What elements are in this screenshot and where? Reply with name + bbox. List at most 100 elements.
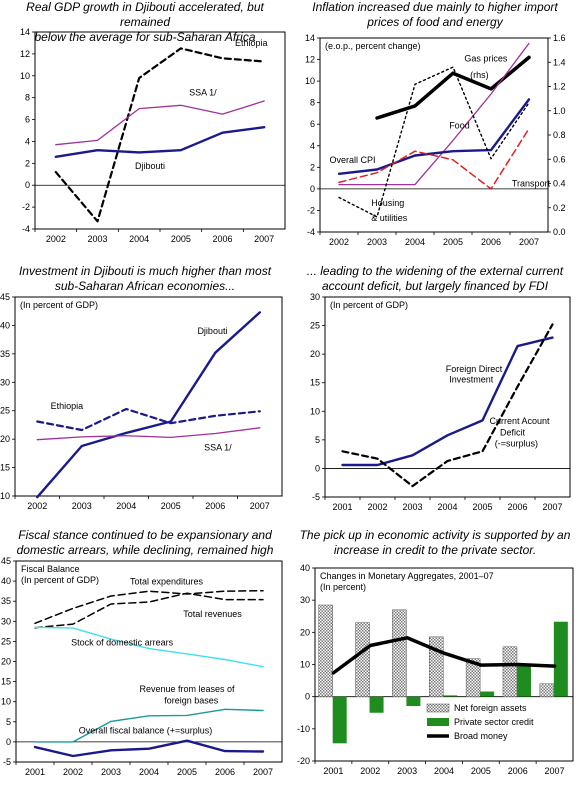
y-tick-label: 0 [315,463,320,473]
series-line-total-revenues [34,592,264,629]
y-tick-label: 20 [0,434,10,444]
y-tick-label: 15 [310,378,320,388]
investment-panel: Investment in Djibouti is much higher th… [0,264,290,528]
y-tick-label: 20 [300,627,310,637]
y2-tick-label: 0.0 [553,227,566,237]
legend-label: Private sector credit [454,717,534,727]
y-tick-label: 30 [0,377,10,387]
series-line-gas-prices-rhs [375,55,531,120]
x-tick-label: 2004 [437,502,457,512]
series-line-djibouti [36,311,261,499]
series-line-ssa-1 [55,100,265,146]
y-tick-label: 20 [1,657,11,667]
series-annotation: Current Acount [490,416,551,426]
gdp-growth-title: Real GDP growth in Djibouti accelerated,… [0,0,290,45]
series-annotation: (-=surplus) [495,439,538,449]
legend-swatch [427,718,449,726]
y-tick-label: -2 [22,202,30,212]
monetary-chart: -20 -10 0 10 20 30 40 2001 2002 2003 2004 2005 2006 2… [297,563,574,776]
y-tick-label: 0 [310,184,315,194]
y-tick-label: -4 [307,227,315,237]
y-tick-label: 45 [0,292,10,302]
x-tick-label: 2002 [46,234,66,244]
y-tick-label: 12 [20,49,30,59]
series-annotation: Revenue from leases of [140,684,236,694]
x-tick-label: 2003 [87,234,107,244]
x-tick-label: 2005 [471,766,491,776]
y-tick-label: 30 [300,595,310,605]
chart-note: (In percent of GDP) [330,300,408,310]
y-tick-label: 25 [1,636,11,646]
series-line-overall-fiscal-balance-surplus [33,739,265,758]
y-tick-label: 14 [20,27,30,37]
x-tick-label: 2006 [507,502,527,512]
series-line-food [338,42,530,186]
title-line: Inflation increased due mainly to higher… [312,0,558,14]
y-tick-label: -5 [3,757,11,767]
series-annotation: Overall fiscal balance (+=surplus) [79,725,213,735]
title-line: increase in credit to the private sector… [333,543,537,557]
x-tick-label: 2004 [434,766,454,776]
y-tick-label: 20 [310,349,320,359]
title-line: below the average for sub-Saharan Africa [34,30,256,44]
x-tick-label: 2003 [397,766,417,776]
current-account-chart: -5 0 5 10 15 20 25 30 2001 2002 2003 2004 2005 2006 20… [310,292,571,512]
title-line: Fiscal stance continued to be expansiona… [18,528,272,542]
bar-private-sector-credit [369,696,384,713]
y-tick-label: 8 [310,98,315,108]
chart-note: (In percent) [320,582,366,592]
bar-net-foreign-assets [318,604,333,697]
x-tick-label: 2005 [472,502,492,512]
fiscal-chart: -5 0 5 10 15 20 25 30 35 40 45 2001 2002 2003 2004 2005… [1,556,283,777]
bar-private-sector-credit [480,691,495,697]
y2-tick-label: 0.6 [553,154,566,164]
series-annotation: SSA 1/ [204,443,232,453]
y-tick-label: 8 [25,93,30,103]
chart-note: (e.o.p., percent change) [325,41,421,51]
x-tick-label: 2007 [254,234,274,244]
gdp-growth-panel: Real GDP growth in Djibouti accelerated,… [0,0,290,264]
y2-tick-label: 1.6 [553,33,566,43]
x-tick-label: 2001 [25,767,45,777]
title-line: account deficit, but largely financed by… [321,279,549,293]
gdp-growth-chart: -4 -2 0 2 4 6 8 10 12 14 2002 2003 2004 2005 2006 2007 E… [20,27,286,244]
title-line: Real GDP growth in Djibouti accelerated,… [26,0,264,29]
inflation-title: Inflation increased due mainly to higher… [290,0,580,30]
y-tick-label: 5 [6,717,11,727]
y-tick-label: 30 [310,292,320,302]
x-tick-label: 2007 [250,501,270,511]
chart-note: (In percent of GDP) [21,575,99,585]
series-line-ssa-1 [36,427,261,441]
y-tick-label: 25 [0,406,10,416]
y-tick-label: -2 [307,205,315,215]
y-tick-label: -10 [297,724,310,734]
bar-net-foreign-assets [355,622,370,697]
y-tick-label: 10 [300,660,310,670]
y-tick-label: 0 [6,737,11,747]
bar-net-foreign-assets [429,636,444,697]
y2-tick-label: 1.2 [553,82,566,92]
y-tick-label: 4 [25,136,30,146]
plot-frame [14,296,283,497]
x-tick-label: 2002 [360,766,380,776]
series-annotation: (rhs) [470,70,489,80]
series-annotation: Overall CPI [330,155,376,165]
x-tick-label: 2002 [63,767,83,777]
x-tick-label: 2006 [205,501,225,511]
y-tick-label: 10 [305,76,315,86]
x-tick-label: 2006 [508,766,528,776]
y2-tick-label: 1.0 [553,106,566,116]
title-line: ... leading to the widening of the exter… [306,264,564,278]
series-line-transport [338,127,530,190]
bar-net-foreign-assets [539,683,555,697]
x-tick-label: 2003 [101,767,121,777]
series-annotation: Djibouti [197,326,227,336]
plot-frame [319,37,549,233]
current-account-panel: ... leading to the widening of the exter… [290,264,580,528]
y-tick-label: 12 [305,55,315,65]
title-line: prices of food and energy [367,15,503,29]
legend-label: Broad money [454,731,508,741]
y-tick-label: 15 [0,463,10,473]
x-tick-label: 2007 [542,502,562,512]
series-annotation: Djibouti [135,161,165,171]
